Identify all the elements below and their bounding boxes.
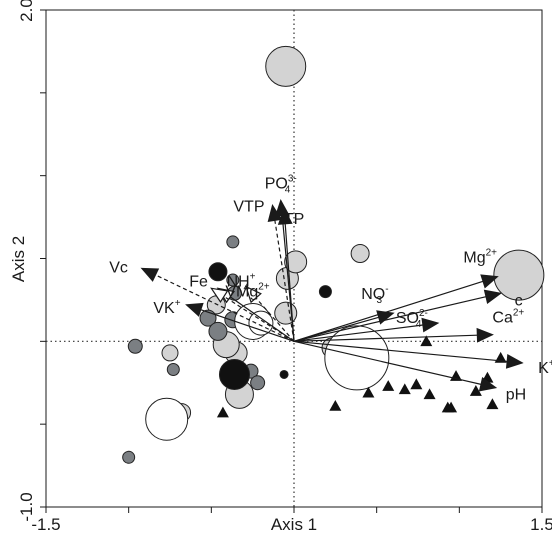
sample-triangle [398,383,411,395]
axis-ticks [40,9,543,513]
vector-label: Ca2+ [492,307,524,327]
vector-arrowhead [480,274,499,289]
y-tick-label: -1.0 [17,492,36,521]
vector-label: K+ [538,358,552,378]
vector-line [293,340,482,385]
sample-point [248,310,274,336]
sample-point [208,321,228,341]
y-tick-label: 2.0 [17,0,36,22]
vector-arrowhead [277,207,293,225]
sample-triangle [423,388,436,400]
vector-label: VK+ [153,298,180,318]
variable-vectors [140,199,524,392]
sample-point [127,338,143,354]
sample-point [279,369,289,379]
vector-arrowhead [478,376,498,392]
vector-label: Fe [189,274,208,291]
vector-line [293,340,508,363]
sample-triangle [382,380,395,391]
vector-label: VMg2+ [225,281,269,301]
sample-point [250,375,266,391]
sample-point [208,262,228,282]
vector-label: Vc [109,260,128,277]
vector-arrowhead [245,285,262,304]
sample-triangle [216,406,229,418]
vector-arrowhead [483,289,503,305]
vector-arrowhead [505,354,524,369]
sample-triangle [329,399,342,411]
sample-point [226,235,240,249]
vector-line [293,324,424,342]
tick-labels: -1.5 1.5 2.0 -1.0 [17,0,552,534]
sample-triangle [469,385,482,396]
sample-point [324,325,390,391]
sample-point [274,301,298,325]
vector-line [255,297,295,342]
vector-arrowhead [210,287,229,303]
vector-label: NO-3 [361,284,388,306]
vector-line [293,334,478,342]
vector-label: NH+ 4 [227,271,256,293]
sample-point [122,450,136,464]
vector-arrowhead [421,317,440,333]
vector-line [229,296,295,342]
sample-point [284,250,308,274]
vector-line [293,316,379,342]
vector-arrowhead [140,267,160,282]
vector-label: SO2-4 [396,308,428,330]
sample-point [161,344,179,362]
vector-arrowhead [185,302,204,317]
x-axis-title: Axis 1 [271,515,317,534]
sample-triangle [410,378,423,390]
sample-triangle [420,335,433,347]
sample-point [493,249,545,301]
sample-point [350,244,370,264]
sample-triangle [362,386,375,398]
vector-line [293,280,484,342]
sample-triangle [441,401,454,413]
y-axis-title: Axis 2 [9,236,28,282]
vector-label: TP [284,211,304,228]
x-tick-label: 1.5 [530,515,552,534]
sample-point [218,358,250,390]
vector-label: c [515,293,523,310]
x-tick-label: -1.5 [31,515,60,534]
vector-label: pH [506,387,526,404]
vector-line [284,223,295,342]
sample-point [265,45,307,87]
sample-point [318,285,332,299]
vector-line [200,309,295,342]
vector-label: VTP [233,199,264,216]
vector-arrowhead [476,327,494,343]
vector-arrowhead [267,203,283,223]
vector-label: PO3-4 [265,173,297,195]
sample-markers [122,45,545,464]
sample-point [145,397,189,441]
vector-line [293,296,487,342]
sample-triangle [486,398,499,410]
vector-label: Mg2+ [463,247,497,267]
sample-point [166,362,180,376]
vector-line [155,274,295,342]
vector-arrowhead [376,310,395,325]
